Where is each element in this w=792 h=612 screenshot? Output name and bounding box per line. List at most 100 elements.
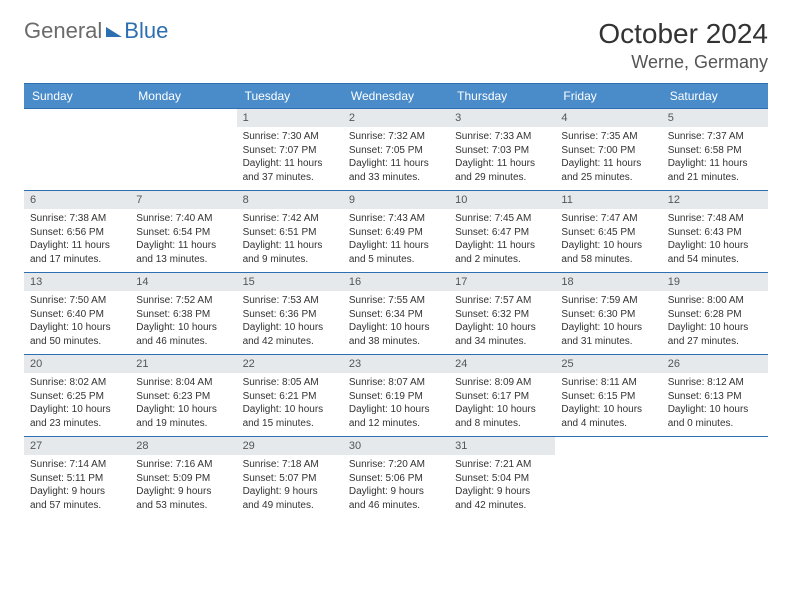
sunrise-text: Sunrise: 7:21 AM [455, 458, 549, 472]
sunset-text: Sunset: 6:28 PM [668, 308, 762, 322]
calendar-cell: 17Sunrise: 7:57 AMSunset: 6:32 PMDayligh… [449, 273, 555, 354]
calendar-cell: 3Sunrise: 7:33 AMSunset: 7:03 PMDaylight… [449, 109, 555, 190]
sunrise-text: Sunrise: 7:59 AM [561, 294, 655, 308]
day-info: Sunrise: 8:04 AMSunset: 6:23 PMDaylight:… [130, 373, 236, 436]
day-number [555, 437, 661, 443]
day-number: 28 [130, 437, 236, 455]
page-title: October 2024 [598, 18, 768, 50]
daylight-text: Daylight: 11 hours and 21 minutes. [668, 157, 762, 184]
calendar-cell: 20Sunrise: 8:02 AMSunset: 6:25 PMDayligh… [24, 355, 130, 436]
sunrise-text: Sunrise: 7:53 AM [243, 294, 337, 308]
day-info: Sunrise: 8:09 AMSunset: 6:17 PMDaylight:… [449, 373, 555, 436]
day-info: Sunrise: 7:42 AMSunset: 6:51 PMDaylight:… [237, 209, 343, 272]
sunrise-text: Sunrise: 7:48 AM [668, 212, 762, 226]
calendar-cell: 21Sunrise: 8:04 AMSunset: 6:23 PMDayligh… [130, 355, 236, 436]
weekday-header: Thursday [449, 84, 555, 108]
daylight-text: Daylight: 10 hours and 4 minutes. [561, 403, 655, 430]
calendar-cell: 11Sunrise: 7:47 AMSunset: 6:45 PMDayligh… [555, 191, 661, 272]
day-number [662, 437, 768, 443]
daylight-text: Daylight: 10 hours and 38 minutes. [349, 321, 443, 348]
calendar-cell: 19Sunrise: 8:00 AMSunset: 6:28 PMDayligh… [662, 273, 768, 354]
day-info: Sunrise: 7:20 AMSunset: 5:06 PMDaylight:… [343, 455, 449, 518]
sunrise-text: Sunrise: 7:43 AM [349, 212, 443, 226]
sunrise-text: Sunrise: 7:45 AM [455, 212, 549, 226]
sunset-text: Sunset: 7:05 PM [349, 144, 443, 158]
day-info: Sunrise: 8:02 AMSunset: 6:25 PMDaylight:… [24, 373, 130, 436]
day-info: Sunrise: 7:47 AMSunset: 6:45 PMDaylight:… [555, 209, 661, 272]
daylight-text: Daylight: 11 hours and 2 minutes. [455, 239, 549, 266]
day-number: 8 [237, 191, 343, 209]
title-block: October 2024 Werne, Germany [598, 18, 768, 73]
sunrise-text: Sunrise: 7:32 AM [349, 130, 443, 144]
calendar-cell [24, 109, 130, 190]
day-number: 19 [662, 273, 768, 291]
day-number: 16 [343, 273, 449, 291]
day-number: 26 [662, 355, 768, 373]
calendar-cell: 26Sunrise: 8:12 AMSunset: 6:13 PMDayligh… [662, 355, 768, 436]
daylight-text: Daylight: 11 hours and 13 minutes. [136, 239, 230, 266]
day-number: 20 [24, 355, 130, 373]
weekday-header: Wednesday [343, 84, 449, 108]
weekday-header: Sunday [24, 84, 130, 108]
sunset-text: Sunset: 6:43 PM [668, 226, 762, 240]
sunset-text: Sunset: 6:15 PM [561, 390, 655, 404]
calendar-cell: 12Sunrise: 7:48 AMSunset: 6:43 PMDayligh… [662, 191, 768, 272]
day-info: Sunrise: 7:14 AMSunset: 5:11 PMDaylight:… [24, 455, 130, 518]
sunrise-text: Sunrise: 8:07 AM [349, 376, 443, 390]
sunset-text: Sunset: 7:00 PM [561, 144, 655, 158]
sunrise-text: Sunrise: 7:14 AM [30, 458, 124, 472]
day-number: 6 [24, 191, 130, 209]
sunrise-text: Sunrise: 7:38 AM [30, 212, 124, 226]
sunset-text: Sunset: 6:34 PM [349, 308, 443, 322]
sunset-text: Sunset: 6:47 PM [455, 226, 549, 240]
sunset-text: Sunset: 6:51 PM [243, 226, 337, 240]
calendar-cell: 28Sunrise: 7:16 AMSunset: 5:09 PMDayligh… [130, 437, 236, 518]
day-info: Sunrise: 7:53 AMSunset: 6:36 PMDaylight:… [237, 291, 343, 354]
day-number [130, 109, 236, 115]
daylight-text: Daylight: 11 hours and 33 minutes. [349, 157, 443, 184]
sunrise-text: Sunrise: 7:50 AM [30, 294, 124, 308]
day-info: Sunrise: 7:18 AMSunset: 5:07 PMDaylight:… [237, 455, 343, 518]
day-info: Sunrise: 7:33 AMSunset: 7:03 PMDaylight:… [449, 127, 555, 190]
calendar-cell: 18Sunrise: 7:59 AMSunset: 6:30 PMDayligh… [555, 273, 661, 354]
sunrise-text: Sunrise: 8:02 AM [30, 376, 124, 390]
sunset-text: Sunset: 6:40 PM [30, 308, 124, 322]
sunrise-text: Sunrise: 8:00 AM [668, 294, 762, 308]
sunset-text: Sunset: 6:17 PM [455, 390, 549, 404]
daylight-text: Daylight: 11 hours and 37 minutes. [243, 157, 337, 184]
day-number: 27 [24, 437, 130, 455]
day-number: 30 [343, 437, 449, 455]
calendar-cell: 13Sunrise: 7:50 AMSunset: 6:40 PMDayligh… [24, 273, 130, 354]
sunrise-text: Sunrise: 8:11 AM [561, 376, 655, 390]
calendar-cell [130, 109, 236, 190]
weeks-container: 1Sunrise: 7:30 AMSunset: 7:07 PMDaylight… [24, 108, 768, 518]
calendar-cell: 23Sunrise: 8:07 AMSunset: 6:19 PMDayligh… [343, 355, 449, 436]
calendar-cell: 22Sunrise: 8:05 AMSunset: 6:21 PMDayligh… [237, 355, 343, 436]
day-info: Sunrise: 8:12 AMSunset: 6:13 PMDaylight:… [662, 373, 768, 436]
day-number: 1 [237, 109, 343, 127]
daylight-text: Daylight: 9 hours and 57 minutes. [30, 485, 124, 512]
calendar-cell: 1Sunrise: 7:30 AMSunset: 7:07 PMDaylight… [237, 109, 343, 190]
day-number: 4 [555, 109, 661, 127]
daylight-text: Daylight: 10 hours and 46 minutes. [136, 321, 230, 348]
calendar-cell: 8Sunrise: 7:42 AMSunset: 6:51 PMDaylight… [237, 191, 343, 272]
daylight-text: Daylight: 11 hours and 5 minutes. [349, 239, 443, 266]
calendar: Sunday Monday Tuesday Wednesday Thursday… [24, 83, 768, 518]
sunset-text: Sunset: 6:58 PM [668, 144, 762, 158]
sunrise-text: Sunrise: 7:37 AM [668, 130, 762, 144]
calendar-cell: 9Sunrise: 7:43 AMSunset: 6:49 PMDaylight… [343, 191, 449, 272]
sunset-text: Sunset: 6:23 PM [136, 390, 230, 404]
day-number: 22 [237, 355, 343, 373]
daylight-text: Daylight: 11 hours and 17 minutes. [30, 239, 124, 266]
day-info: Sunrise: 7:59 AMSunset: 6:30 PMDaylight:… [555, 291, 661, 354]
daylight-text: Daylight: 10 hours and 0 minutes. [668, 403, 762, 430]
sunrise-text: Sunrise: 7:55 AM [349, 294, 443, 308]
triangle-icon [106, 27, 122, 37]
day-number: 21 [130, 355, 236, 373]
calendar-cell: 4Sunrise: 7:35 AMSunset: 7:00 PMDaylight… [555, 109, 661, 190]
calendar-cell: 2Sunrise: 7:32 AMSunset: 7:05 PMDaylight… [343, 109, 449, 190]
sunrise-text: Sunrise: 7:30 AM [243, 130, 337, 144]
day-number: 23 [343, 355, 449, 373]
sunrise-text: Sunrise: 7:40 AM [136, 212, 230, 226]
day-number: 25 [555, 355, 661, 373]
